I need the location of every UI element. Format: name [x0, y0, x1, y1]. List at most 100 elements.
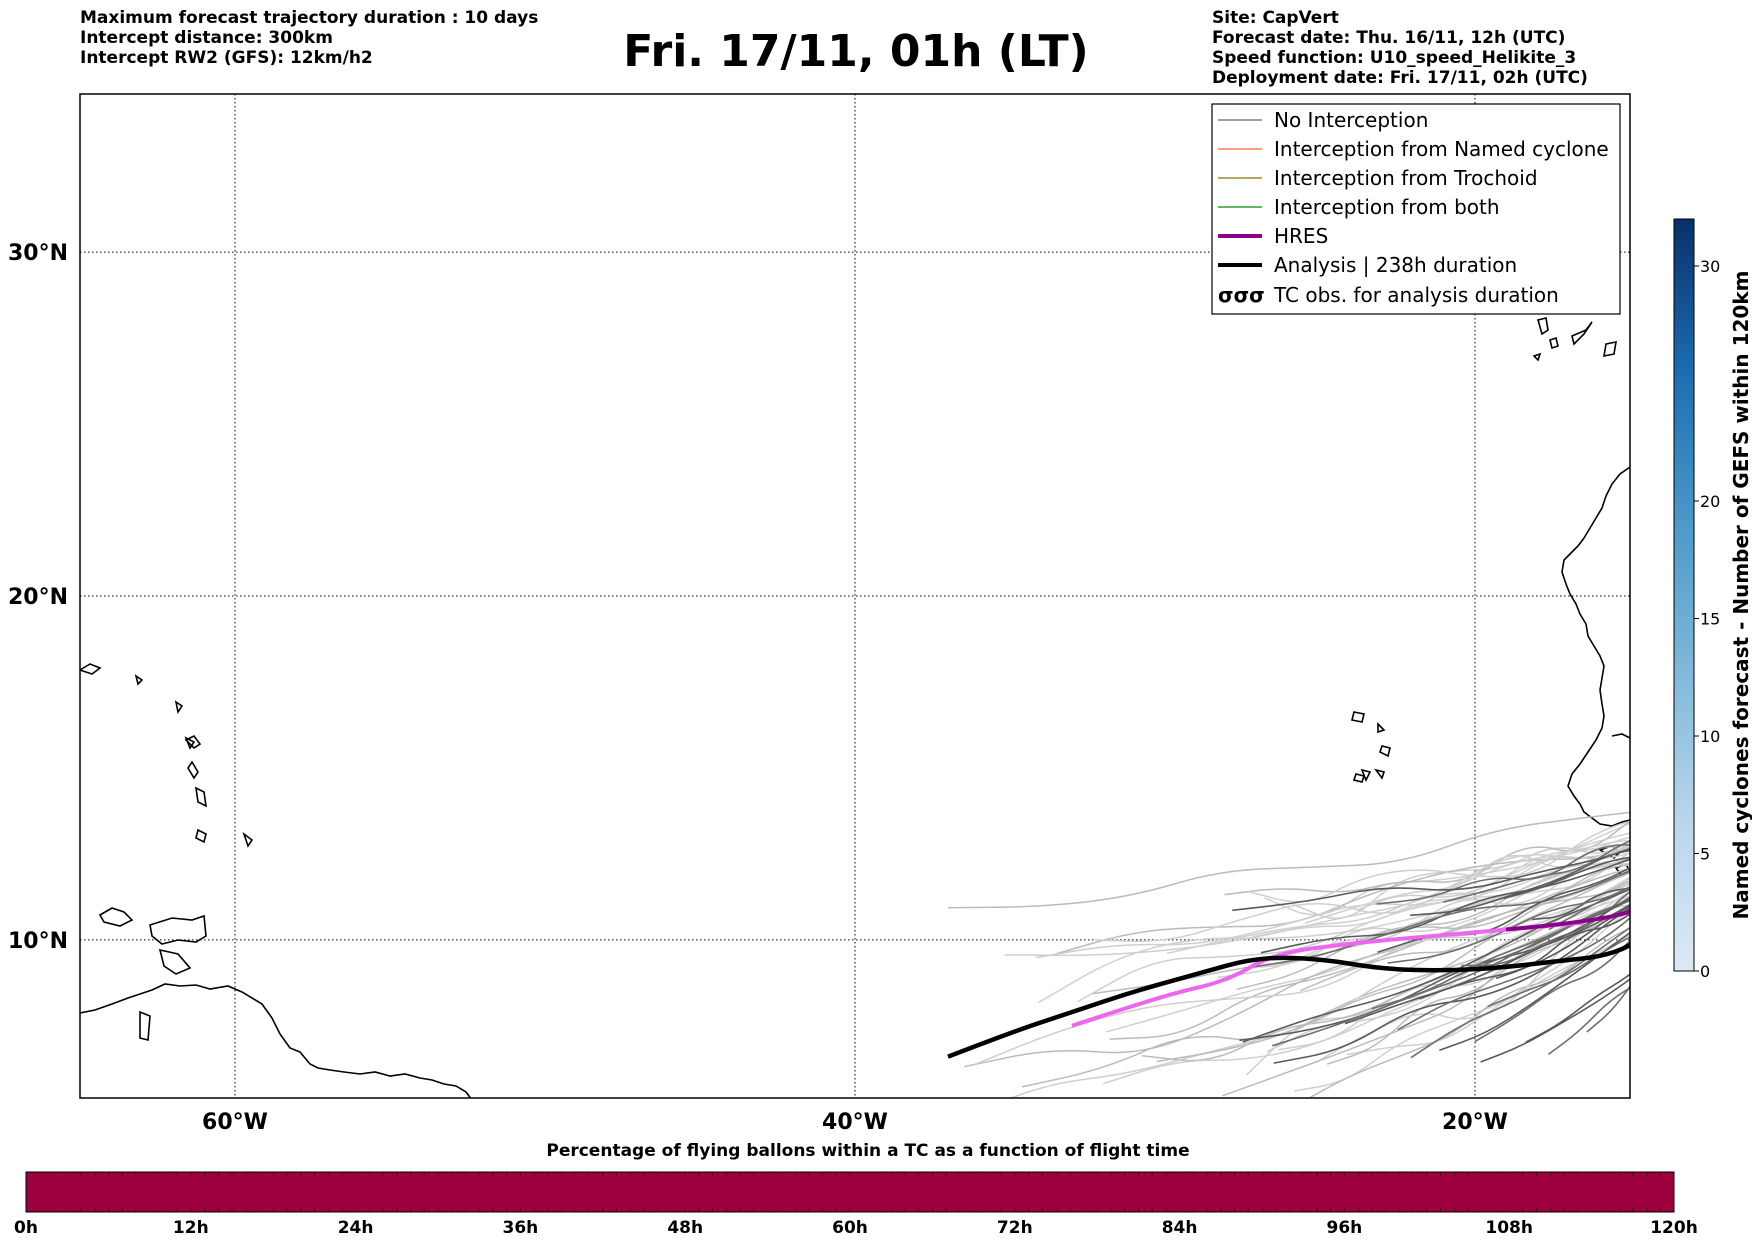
lat-label: 20°N: [8, 585, 68, 610]
legend-label-no-interception: No Interception: [1274, 108, 1428, 132]
legend-label-hres: HRES: [1274, 224, 1328, 248]
ensemble-track-light: [1356, 839, 1630, 912]
ensemble-track-dark: [1387, 887, 1630, 964]
legend: No Interception Interception from Named …: [1211, 103, 1621, 315]
intercept-distance-text: Intercept distance: 300km: [80, 28, 333, 48]
ensemble-track-light: [1248, 820, 1630, 903]
lon-label: 60°W: [202, 1110, 268, 1135]
ensemble-track-dark: [1260, 858, 1630, 954]
cyclone-colorbar-tick-label: 5: [1700, 845, 1710, 864]
caribbean-island-2: [149, 914, 207, 945]
caribbean-island-1: [98, 907, 134, 927]
canary-3: [1571, 321, 1593, 346]
ensemble-track-light: [1266, 895, 1630, 1053]
antilles-5: [80, 663, 102, 675]
lon-label: 20°W: [1442, 1110, 1508, 1135]
site-text: Site: CapVert: [1212, 8, 1339, 28]
ensemble-track-light: [1055, 846, 1630, 955]
flight-time-colorbar-ticks: 0h 12h 24h 36h 48h 60h 72h 84h 96h 108h 120h: [14, 1172, 1698, 1238]
cape-verde-5: [1360, 768, 1372, 782]
ensemble-track-dark: [1531, 886, 1630, 921]
ensemble-track-dark: [1480, 978, 1630, 1063]
ensemble-track-light: [1035, 832, 1630, 959]
antilles-4: [195, 828, 207, 844]
caribbean-island-4: [139, 1010, 151, 1042]
antilles-2: [187, 760, 199, 780]
antilles-6: [134, 674, 144, 686]
ensemble-track-light: [1300, 864, 1630, 992]
map-frame: [79, 93, 1631, 1099]
ensemble-track-light: [947, 811, 1630, 909]
ensemble-track-light: [1252, 845, 1630, 938]
ensemble-track-dark: [1495, 913, 1630, 980]
ensemble-track-dark: [1242, 888, 1630, 1043]
ensemble-track-dark: [1419, 905, 1630, 1000]
legend-label-trochoid: Interception from Trochoid: [1274, 166, 1538, 190]
cape-verde-1: [1351, 711, 1365, 723]
cyclone-colorbar-tick-label: 20: [1700, 492, 1720, 511]
ensemble-track-light: [1156, 871, 1630, 1063]
ensemble-track-light: [1103, 890, 1630, 1085]
ensemble-track-dark: [1273, 907, 1630, 1064]
flight-time-tick-label: 48h: [667, 1218, 703, 1238]
forecast-parameters: Maximum forecast trajectory duration : 1…: [80, 8, 538, 68]
antilles-9: [242, 831, 254, 848]
ensemble-track-dark: [1232, 847, 1630, 912]
cyclone-colorbar-tick-label: 15: [1700, 610, 1720, 629]
canary-1: [1537, 317, 1549, 336]
lat-label: 10°N: [8, 929, 68, 954]
canary-2: [1549, 336, 1559, 350]
ensemble-track-dark: [1503, 856, 1630, 900]
ensemble-track-light: [1004, 845, 1630, 957]
ensemble-track-light: [1245, 862, 1630, 970]
hres-track-west: [1071, 920, 1584, 1028]
coastlines: [80, 317, 1630, 1098]
south-america-coast: [80, 983, 472, 1098]
page-title: Fri. 17/11, 01h (LT): [623, 26, 1089, 77]
forecast-date-text: Forecast date: Thu. 16/11, 12h (UTC): [1212, 28, 1566, 48]
flight-time-tick-label: 84h: [1162, 1218, 1198, 1238]
ensemble-track-light: [1264, 822, 1630, 916]
trajectories: [947, 811, 1630, 1098]
cyclone-colorbar-gradient: [1673, 218, 1695, 972]
hres-track-east: [1505, 909, 1630, 932]
africa-inlet: [1611, 733, 1630, 739]
ensemble-track-dark: [1547, 986, 1630, 1056]
ensemble-track-dark: [1439, 931, 1630, 1052]
cape-verde-2: [1377, 722, 1386, 734]
cyclone-colorbar-tick-label: 0: [1700, 962, 1710, 981]
legend-label-tc-obs: TC obs. for analysis duration: [1273, 283, 1559, 307]
africa-coast: [1561, 466, 1630, 827]
analysis-track: [947, 942, 1630, 1059]
axis-labels: 30°N 20°N 10°N 60°W 40°W 20°W: [8, 241, 1508, 1135]
ensemble-track-dark: [1410, 926, 1630, 1059]
ensemble-track-dark: [1443, 840, 1630, 903]
cape-verde-3: [1379, 745, 1391, 758]
ensemble-track-light: [1320, 908, 1630, 1061]
ensemble-track-dark: [1461, 890, 1630, 967]
flight-time-tick-label: 0h: [14, 1218, 38, 1238]
ensemble-track-light: [1292, 839, 1630, 919]
ensemble-track-dark: [1397, 916, 1630, 1031]
max-duration-text: Maximum forecast trajectory duration : 1…: [80, 8, 539, 28]
lat-label: 30°N: [8, 241, 68, 266]
ensemble-track-light: [1092, 857, 1630, 995]
canary-4: [1603, 340, 1617, 358]
canary-5: [1532, 352, 1542, 362]
flight-time-tick-label: 24h: [338, 1218, 374, 1238]
ensemble-track-dark: [1344, 896, 1630, 1025]
cyclone-colorbar-ticks: 0 5 10 15 20 30: [1694, 257, 1720, 981]
cyclone-colorbar-tick-label: 10: [1700, 727, 1720, 746]
ensemble-track-dark: [1410, 849, 1630, 917]
ensemble-track-light: [1038, 836, 1630, 1004]
ensemble-track-light: [1009, 883, 1630, 1098]
legend-label-analysis: Analysis | 238h duration: [1274, 253, 1517, 277]
ensemble-track-light: [1021, 880, 1630, 1088]
ensemble-track-dark: [1376, 844, 1630, 905]
antilles-7: [174, 700, 184, 715]
flight-time-colorbar: [25, 1171, 1675, 1213]
cape-verde-6: [1374, 768, 1386, 780]
legend-label-both: Interception from both: [1274, 195, 1500, 219]
ensemble-track-dark: [1525, 973, 1630, 1044]
